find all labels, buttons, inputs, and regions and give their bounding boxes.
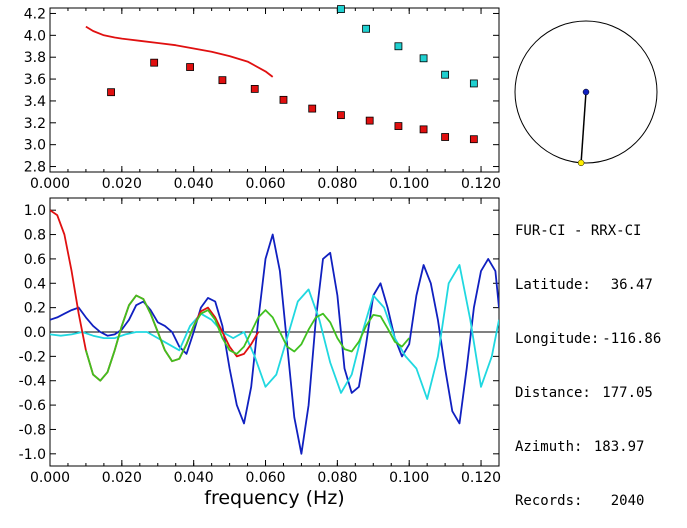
y-tick-label: 0.4 xyxy=(24,276,46,292)
data-point xyxy=(469,135,478,144)
data-point xyxy=(150,58,159,67)
series-line xyxy=(85,25,274,78)
y-tick-label: 4.0 xyxy=(24,28,46,44)
info-label: Latitude: xyxy=(515,277,591,293)
data-point xyxy=(362,24,370,33)
info-row-distance: Distance: 177.05 xyxy=(515,384,661,402)
data-point xyxy=(186,63,194,71)
info-value: -116.86 xyxy=(602,331,662,347)
azimuth-circle xyxy=(514,20,658,167)
y-tick-label: 0.2 xyxy=(24,301,46,317)
azimuth-ring xyxy=(514,20,658,164)
y-tick-label: 3.8 xyxy=(24,50,46,66)
info-label: Longitude: xyxy=(515,331,600,347)
data-point xyxy=(218,76,227,85)
data-point xyxy=(394,42,403,51)
info-label: Azimuth: xyxy=(515,439,583,455)
y-tick-label: -0.4 xyxy=(19,374,46,390)
x-tick-label: 0.120 xyxy=(461,470,501,486)
data-point xyxy=(337,111,345,120)
series-line xyxy=(85,294,410,382)
data-point xyxy=(250,85,259,93)
azimuth-line xyxy=(580,91,587,163)
info-value: 36.47 xyxy=(610,277,653,293)
station-pair: FUR-CI - RRX-CI xyxy=(515,223,642,239)
x-tick-label: 0.060 xyxy=(245,176,285,192)
y-tick-label: 3.2 xyxy=(24,116,46,132)
y-tick-label: 3.6 xyxy=(24,72,46,88)
y-tick-label: -1.0 xyxy=(19,447,46,463)
info-value: 2040 xyxy=(610,493,645,509)
x-tick-label: 0.100 xyxy=(389,176,429,192)
y-tick-label: 0.0 xyxy=(24,325,46,341)
dispersion-chart: 0.000 0.020 0.040 0.060 0.080 0.100 0.120 2.8 3.… xyxy=(24,5,501,192)
y-tick-label: 3.4 xyxy=(24,94,46,110)
series-line xyxy=(50,264,499,400)
info-row-longitude: Longitude: -116.86 xyxy=(515,330,661,348)
data-point xyxy=(441,70,450,79)
info-value: 183.97 xyxy=(593,439,645,455)
y-tick-label: 0.8 xyxy=(24,228,46,244)
correlation-chart: 0.000 0.020 0.040 0.060 0.080 0.100 0.120 1.0 0.… xyxy=(19,197,501,509)
x-tick-label: 0.060 xyxy=(245,470,285,486)
y-tick-label: 0.6 xyxy=(24,252,46,268)
y-tick-label: -0.6 xyxy=(19,398,46,414)
y-tick-label: -0.2 xyxy=(19,349,46,365)
data-point xyxy=(279,95,288,104)
data-point xyxy=(441,133,450,141)
info-row-latitude: Latitude: 36.47 xyxy=(515,276,661,294)
y-tick-label: 3.0 xyxy=(24,138,46,154)
data-point xyxy=(365,116,374,125)
info-label: Distance: xyxy=(515,385,591,401)
info-row-records: Records: 2040 xyxy=(515,492,661,510)
data-point xyxy=(419,125,428,134)
info-label: Records: xyxy=(515,493,583,509)
data-point xyxy=(469,79,478,88)
x-tick-label: 0.040 xyxy=(174,470,214,486)
x-tick-label: 0.080 xyxy=(317,176,357,192)
x-axis-label: frequency (Hz) xyxy=(204,487,344,509)
data-point xyxy=(394,122,403,130)
source-dot xyxy=(577,159,585,167)
y-tick-label: 2.8 xyxy=(24,160,46,176)
data-point xyxy=(308,104,317,113)
y-tick-label: 1.0 xyxy=(24,203,46,219)
x-tick-label: 0.120 xyxy=(461,176,501,192)
plot-frame xyxy=(49,7,500,173)
info-panel: FUR-CI - RRX-CI Latitude: 36.47 Longitude… xyxy=(515,186,661,528)
x-tick-label: 0.000 xyxy=(30,176,70,192)
x-tick-label: 0.000 xyxy=(30,470,70,486)
y-tick-label: -0.8 xyxy=(19,422,46,438)
data-point xyxy=(107,88,115,97)
station-dot xyxy=(582,88,590,96)
x-tick-label: 0.020 xyxy=(102,176,142,192)
data-point xyxy=(419,54,428,63)
info-row-azimuth: Azimuth: 183.97 xyxy=(515,438,661,456)
info-value: 177.05 xyxy=(602,385,653,401)
data-point xyxy=(337,5,345,13)
x-tick-label: 0.020 xyxy=(102,470,142,486)
series-line xyxy=(50,233,499,455)
x-tick-label: 0.080 xyxy=(317,470,357,486)
x-tick-label: 0.100 xyxy=(389,470,429,486)
y-tick-label: 4.2 xyxy=(24,6,46,22)
x-tick-label: 0.040 xyxy=(174,176,214,192)
